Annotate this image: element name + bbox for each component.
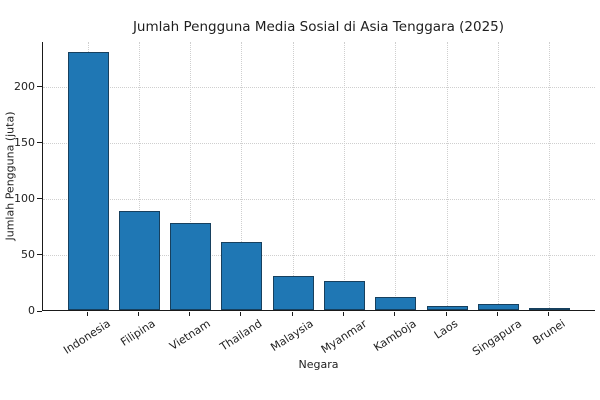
horizontal-gridline <box>43 86 595 88</box>
x-tick-mark <box>394 312 396 316</box>
bar-myanmar <box>324 280 365 310</box>
y-tick-label: 0 <box>28 304 35 317</box>
vertical-gridline <box>497 42 499 310</box>
y-tick-mark <box>37 198 42 200</box>
x-tick-mark <box>86 312 88 316</box>
x-tick-label-text: Laos <box>431 316 461 342</box>
x-tick-label-text: Singapura <box>470 317 525 359</box>
x-tick-mark <box>445 312 447 316</box>
vertical-gridline <box>344 42 345 310</box>
bar-brunei <box>529 308 571 310</box>
x-tick-mark <box>548 312 550 316</box>
y-tick-mark <box>37 142 42 144</box>
bar-kamboja <box>375 296 417 310</box>
bar-vietnam <box>170 222 212 310</box>
bar-indonesia <box>67 52 109 310</box>
vertical-gridline <box>446 42 448 310</box>
vertical-gridline <box>138 42 140 310</box>
y-tick-mark <box>37 86 42 88</box>
y-tick-mark <box>37 254 42 256</box>
vertical-gridline <box>395 42 397 310</box>
y-tick-label: 150 <box>14 135 35 149</box>
x-tick-mark <box>496 312 498 316</box>
x-tick-mark <box>240 312 242 316</box>
vertical-gridline <box>549 42 551 310</box>
bar-singapura <box>477 303 519 310</box>
x-axis-label: Negara <box>298 358 339 371</box>
y-tick-label: 50 <box>21 247 35 261</box>
x-tick-mark <box>291 312 293 316</box>
y-axis-label: Jumlah Pengguna (juta) <box>3 111 17 241</box>
x-tick-mark <box>189 312 191 316</box>
y-tick-label: 100 <box>14 191 35 205</box>
horizontal-gridline <box>43 254 595 256</box>
x-tick-mark <box>137 312 139 316</box>
bar-malaysia <box>272 276 314 310</box>
vertical-gridline <box>190 42 192 310</box>
x-tick-label-text: Filipina <box>118 316 158 349</box>
vertical-gridline <box>292 42 294 310</box>
horizontal-gridline <box>43 142 595 144</box>
x-tick-label-text: Thailand <box>217 316 265 354</box>
chart-title: Jumlah Pengguna Media Sosial di Asia Ten… <box>132 19 505 35</box>
y-tick-label: 200 <box>14 79 35 93</box>
bar-laos <box>426 306 468 310</box>
vertical-gridline <box>241 42 243 310</box>
bar-thailand <box>221 241 263 310</box>
x-tick-mark <box>343 312 344 316</box>
x-tick-label-text: Brunei <box>530 317 568 348</box>
x-tick-label-text: Myanmar <box>318 317 369 357</box>
x-tick-label-text: Vietnam <box>166 317 213 353</box>
x-tick-label-text: Malaysia <box>268 316 316 355</box>
bar-filipina <box>118 211 160 310</box>
y-tick-mark <box>37 310 42 312</box>
x-tick-label-text: Kamboja <box>371 317 419 355</box>
plot-area <box>42 42 595 311</box>
x-tick-label-text: Indonesia <box>61 316 113 357</box>
horizontal-gridline <box>43 198 595 200</box>
